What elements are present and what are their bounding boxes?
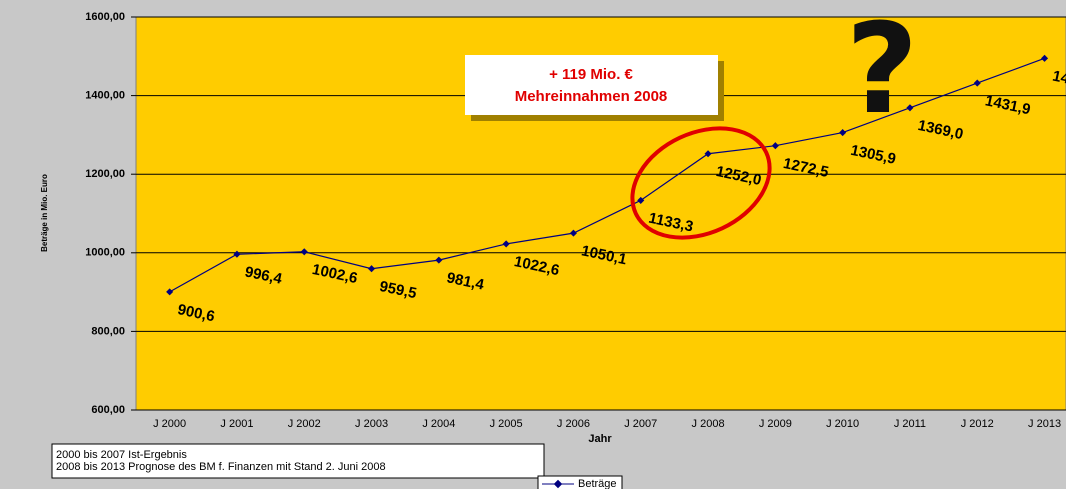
point	[906, 104, 914, 112]
legend-marker	[553, 479, 563, 489]
series-line	[169, 57, 1045, 293]
point	[502, 240, 510, 248]
x-tick-label: J 2011	[894, 418, 926, 430]
point	[435, 256, 443, 264]
x-tick-label: J 2003	[355, 418, 388, 430]
y-axis-title: Beträge in Mio. Euro	[40, 174, 49, 252]
x-tick-label: J 2007	[624, 418, 657, 430]
note: 2000 bis 2007 Ist-Ergebnis	[56, 449, 187, 461]
note: 2008 bis 2013 Prognose des BM f. Finanze…	[56, 461, 386, 473]
y-tick-label: 1600,00	[85, 11, 125, 23]
y-tick-label: 800,00	[91, 325, 125, 337]
point	[973, 79, 981, 87]
point	[368, 265, 376, 273]
x-tick-label: J 2002	[288, 418, 321, 430]
x-tick-label: J 2004	[422, 418, 455, 430]
annotation: + 119 Mio. €	[549, 66, 633, 83]
annotation-box	[465, 55, 718, 115]
x-tick-label: J 2000	[153, 418, 186, 430]
x-tick-label: J 2006	[557, 418, 590, 430]
point	[233, 250, 241, 258]
x-tick-label: J 2009	[759, 418, 792, 430]
x-axis-title: Jahr	[588, 433, 612, 445]
point	[771, 142, 779, 150]
x-tick-label: J 2012	[961, 418, 994, 430]
point	[704, 150, 712, 158]
y-tick-label: 1200,00	[85, 168, 125, 180]
point	[569, 229, 577, 237]
point	[166, 288, 174, 296]
x-tick-label: J 2001	[220, 418, 253, 430]
x-tick-label: J 2013	[1028, 418, 1061, 430]
question-mark: ?	[846, 0, 919, 142]
y-tick-label: 1400,00	[85, 90, 125, 102]
point	[300, 248, 308, 256]
y-tick-label: 1000,00	[85, 247, 125, 259]
notes-box	[51, 443, 545, 479]
x-tick-label: J 2005	[490, 418, 523, 430]
annotation: Mehreinnahmen 2008	[515, 88, 668, 105]
y-tick-label: 600,00	[91, 404, 125, 416]
x-tick-label: J 2008	[692, 418, 725, 430]
legend-label: Beträge	[578, 478, 617, 489]
point	[637, 196, 645, 204]
point	[839, 129, 847, 137]
highlight-ellipse	[630, 126, 772, 240]
x-tick-label: J 2010	[826, 418, 859, 430]
